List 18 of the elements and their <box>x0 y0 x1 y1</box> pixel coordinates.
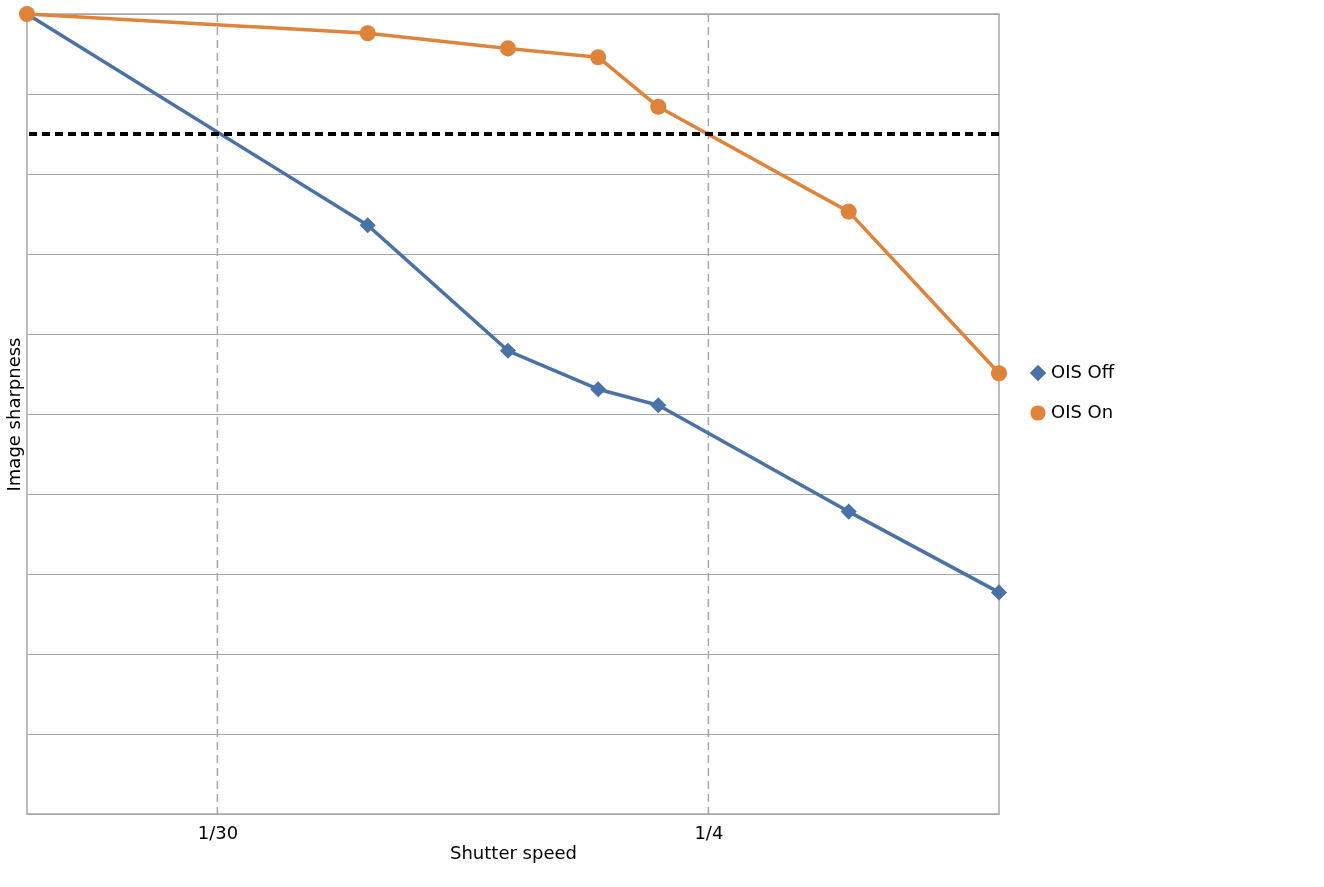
x-tick-label: 1/30 <box>197 821 239 843</box>
point <box>359 217 376 234</box>
point <box>990 365 1008 382</box>
y-axis-title: Image sharpness <box>2 337 24 492</box>
x-axis-title: Shutter speed <box>450 841 577 863</box>
point <box>499 342 517 359</box>
point <box>650 397 667 414</box>
point <box>590 381 607 398</box>
x-tick-label: 1/4 <box>694 821 724 843</box>
point <box>840 203 857 220</box>
legend-label: OIS On <box>1051 401 1114 422</box>
point <box>650 98 667 115</box>
legend-label: OIS Off <box>1051 361 1115 382</box>
point <box>590 49 607 66</box>
point <box>359 25 376 42</box>
point <box>990 584 1008 601</box>
point <box>840 503 857 520</box>
point <box>499 40 517 57</box>
